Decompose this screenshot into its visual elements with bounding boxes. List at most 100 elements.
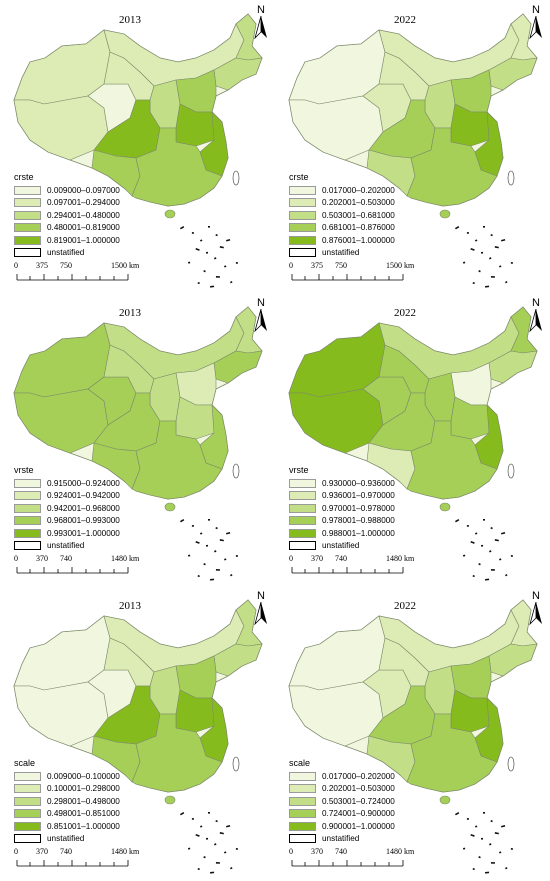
map-panel-6: 2022 N scale 0.017000–0.202000 0.202001–0… [275, 586, 550, 879]
north-label: N [257, 4, 265, 16]
legend-swatch [14, 834, 41, 844]
legend-swatch [289, 528, 316, 538]
map-year-title: 2022 [394, 14, 416, 26]
island-mark [215, 568, 220, 571]
choropleth-map [288, 13, 538, 288]
legend-label: unstatified [322, 248, 360, 258]
north-arrow: N [529, 4, 547, 44]
south-sea-islands [455, 225, 513, 288]
choropleth-map [13, 13, 263, 288]
island-mark [504, 281, 508, 284]
island-mark [481, 544, 484, 547]
legend-label: 0.009000–0.100000 [47, 771, 120, 781]
legend-item: unstatified [14, 833, 120, 846]
legend-title: crste [14, 172, 34, 182]
scale-label-3: 1480 km [386, 847, 415, 856]
island-mark [215, 820, 218, 823]
legend-item: 0.993001–1.000000 [14, 527, 120, 540]
island-mark [200, 532, 203, 535]
legend-label: 0.915000–0.924000 [47, 478, 120, 488]
island-mark [214, 257, 217, 260]
legend-list: 0.009000–0.097000 0.097001–0.294000 0.2940… [14, 184, 120, 259]
island-mark [191, 231, 194, 234]
island-mark [481, 837, 484, 840]
north-label: N [532, 590, 540, 602]
map-year-title: 2022 [394, 307, 416, 319]
legend-list: 0.009000–0.100000 0.100001–0.298000 0.2980… [14, 770, 120, 845]
island-mark [501, 238, 506, 242]
island-mark [490, 820, 493, 823]
legend-label: 0.503001–0.724000 [322, 796, 395, 806]
scale-bar: 0 375 750 1500 km [14, 260, 156, 290]
island-mark [226, 238, 231, 242]
map-panel-4: 2022 N vrste 0.930000–0.936000 0.936001–0… [275, 293, 550, 586]
map-legend: crste 0.009000–0.097000 0.097001–0.294000… [14, 172, 120, 259]
province-regions [13, 306, 263, 512]
island-mark [180, 226, 185, 230]
legend-label: 0.978001–0.988000 [322, 516, 395, 526]
island-mark [215, 234, 218, 237]
legend-label: 0.294001–0.480000 [47, 210, 120, 220]
legend-title: vrste [289, 465, 309, 475]
province-regions [288, 306, 538, 512]
legend-swatch [289, 834, 316, 844]
legend-swatch [14, 809, 41, 819]
island-mark [191, 525, 194, 527]
legend-label: 0.009000–0.097000 [47, 185, 120, 195]
scale-label-0: 0 [289, 261, 293, 270]
legend-swatch [289, 491, 316, 501]
scale-label-0: 0 [289, 847, 293, 856]
legend-swatch [14, 784, 41, 794]
legend-item: 0.724001–0.900000 [289, 808, 395, 821]
legend-swatch [289, 796, 316, 806]
island-mark [466, 818, 469, 820]
island-mark [475, 825, 478, 828]
island-mark [463, 847, 466, 850]
island-mark [470, 248, 475, 251]
map-legend: vrste 0.930000–0.936000 0.936001–0.970000… [289, 465, 395, 552]
legend-label: 0.480001–0.819000 [47, 223, 120, 233]
scale-label-2: 740 [335, 554, 347, 563]
legend-item: 0.942001–0.968000 [14, 502, 120, 515]
legend-item: unstatified [289, 833, 395, 846]
choropleth-map [13, 599, 263, 874]
north-arrow: N [529, 590, 547, 630]
region-taiwan [507, 170, 515, 186]
island-mark [455, 519, 460, 523]
legend-label: 0.724001–0.900000 [322, 809, 395, 819]
island-mark [208, 811, 211, 814]
north-label: N [257, 297, 265, 309]
island-mark [478, 270, 481, 273]
south-sea-islands [455, 811, 513, 874]
island-mark [501, 531, 506, 535]
island-mark [203, 270, 206, 273]
island-mark [455, 226, 460, 230]
legend-swatch [14, 503, 41, 513]
island-mark [208, 225, 211, 228]
island-mark [472, 868, 475, 871]
legend-item: 0.851001–1.000000 [14, 820, 120, 833]
north-arrow: N [254, 590, 272, 630]
scale-label-1: 375 [311, 261, 323, 270]
island-mark [210, 285, 215, 288]
island-mark [229, 574, 233, 577]
scale-label-0: 0 [14, 554, 18, 563]
legend-swatch [14, 235, 41, 245]
scale-label-1: 370 [311, 554, 323, 563]
legend-swatch [14, 771, 41, 781]
region-taiwan [507, 756, 515, 772]
map-panel-1: 2013 N crste 0.009000–0.097000 0.097001–0… [0, 0, 275, 293]
legend-swatch [289, 516, 316, 526]
legend-swatch [14, 210, 41, 220]
island-mark [470, 541, 475, 544]
legend-item: unstatified [14, 540, 120, 553]
map-legend: scale 0.009000–0.100000 0.100001–0.298000… [14, 758, 120, 845]
island-mark [490, 234, 493, 237]
region-south [131, 420, 223, 500]
legend-item: 0.298001–0.498000 [14, 795, 120, 808]
scale-label-1: 375 [36, 261, 48, 270]
island-mark [489, 257, 492, 260]
island-mark [188, 847, 191, 850]
legend-label: 0.017000–0.202000 [322, 185, 395, 195]
map-legend: scale 0.017000–0.202000 0.202001–0.503000… [289, 758, 395, 845]
